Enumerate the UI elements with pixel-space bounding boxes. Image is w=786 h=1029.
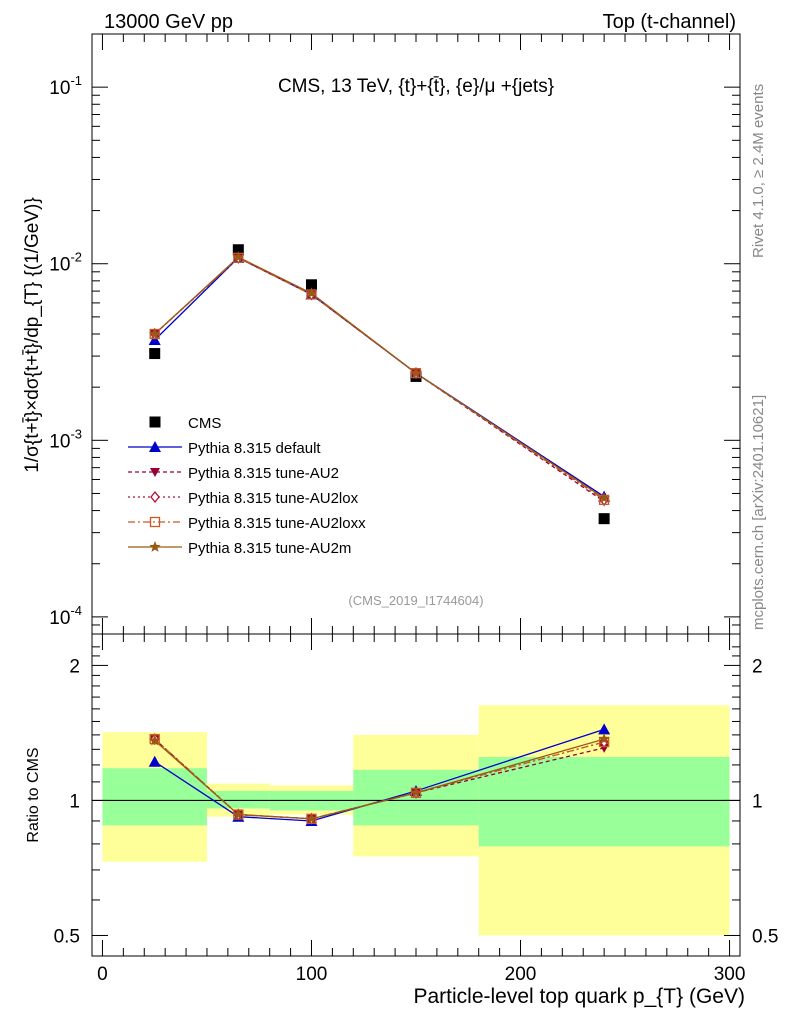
- legend-marker-au2m: [149, 541, 161, 552]
- main-y-tick-label: 10-4: [49, 603, 82, 629]
- reference-label: (CMS_2019_I1744604): [348, 593, 483, 608]
- legend-label-cms: CMS: [188, 415, 221, 432]
- ratio-marker-default: [598, 723, 611, 735]
- ratio-x-tick-label: 0: [97, 964, 108, 985]
- main-marker-au2m: [410, 367, 422, 379]
- main-y-tick-label: 10-2: [49, 250, 82, 276]
- legend-label-au2: Pythia 8.315 tune-AU2: [188, 465, 339, 482]
- ratio-marker-au2m: [410, 786, 422, 798]
- legend-label-au2loxx: Pythia 8.315 tune-AU2loxx: [188, 515, 366, 532]
- main-marker-cms: [149, 348, 161, 360]
- main-y-tick-label: 10-1: [49, 73, 82, 99]
- legend-marker-au2loxx: [149, 516, 161, 528]
- ratio-x-tick-label: 200: [505, 964, 537, 985]
- main-panel-series: [148, 244, 611, 525]
- ratio-y-axis-label: Ratio to CMS: [25, 747, 42, 842]
- ratio-y-tick-label-left: 2: [69, 656, 80, 677]
- main-marker-au2m: [305, 287, 318, 299]
- ratio-marker-au2m: [305, 812, 318, 824]
- main-marker-au2m: [232, 251, 245, 262]
- ratio-marker-default: [148, 755, 161, 767]
- main-panel-background: [91, 33, 741, 635]
- main-panel-frame: [91, 33, 741, 635]
- main-marker-cms: [232, 244, 244, 256]
- legend-marker-au2lox: [150, 490, 160, 504]
- main-y-tick-exponent: -2: [70, 250, 82, 265]
- ratio-y-tick-label-left: 1: [69, 791, 80, 812]
- ratio-band-inner: [478, 756, 730, 847]
- legend-marker-default: [149, 441, 161, 452]
- header-left: 13000 GeV pp: [104, 11, 233, 33]
- ratio-panel-ticks: 0.5 0.5 1 1 2 2 0 100 200 300: [54, 634, 778, 985]
- main-plot-title: CMS, 13 TeV, {t}+{t̄}, {e}/μ +{jets}: [278, 76, 554, 97]
- ratio-marker-au2m: [598, 733, 610, 744]
- main-y-axis-label: 1/σ{t+t̄}×dσ{t+t̄}/dp_{T} {(1/GeV)}: [22, 197, 43, 472]
- main-y-tick-exponent: -1: [70, 73, 82, 88]
- legend: CMS Pythia 8.315 default Pythia 8.315 tune…: [128, 415, 366, 557]
- legend-label-default: Pythia 8.315 default: [188, 440, 321, 457]
- legend-label-au2m: Pythia 8.315 tune-AU2m: [188, 540, 351, 557]
- ratio-marker-au2m: [232, 808, 245, 820]
- main-y-tick-exponent: -3: [70, 426, 82, 441]
- ratio-marker-au2m: [149, 734, 161, 746]
- legend-marker-au2: [150, 468, 160, 477]
- ratio-band-inner: [206, 790, 270, 809]
- ratio-x-tick-label: 300: [714, 964, 746, 985]
- ratio-y-tick-label-right: 0.5: [752, 926, 778, 947]
- ratio-y-tick-label-left: 0.5: [54, 926, 80, 947]
- main-marker-cms: [598, 513, 610, 525]
- legend-marker-cms: [149, 416, 161, 428]
- main-y-tick-label: 10-3: [49, 426, 82, 452]
- main-marker-au2m: [598, 492, 610, 504]
- main-marker-au2m: [149, 328, 161, 339]
- legend-label-au2lox: Pythia 8.315 tune-AU2lox: [188, 490, 359, 507]
- ratio-panel-series: [148, 723, 611, 826]
- ratio-x-tick-label: 100: [296, 964, 328, 985]
- main-y-tick-exponent: -4: [70, 603, 82, 618]
- mcplots-label: mcplots.cern.ch [arXiv:2401.10621]: [750, 395, 767, 630]
- ratio-y-tick-label-right: 1: [752, 791, 763, 812]
- header-right: Top (t-channel): [603, 11, 736, 33]
- ratio-y-tick-label-right: 2: [752, 656, 763, 677]
- ratio-band-inner: [102, 768, 207, 826]
- x-axis-label: Particle-level top quark p_{T} (GeV): [414, 985, 746, 1008]
- main-marker-cms: [305, 279, 317, 291]
- rivet-version-label: Rivet 4.1.0, ≥ 2.4M events: [750, 84, 767, 258]
